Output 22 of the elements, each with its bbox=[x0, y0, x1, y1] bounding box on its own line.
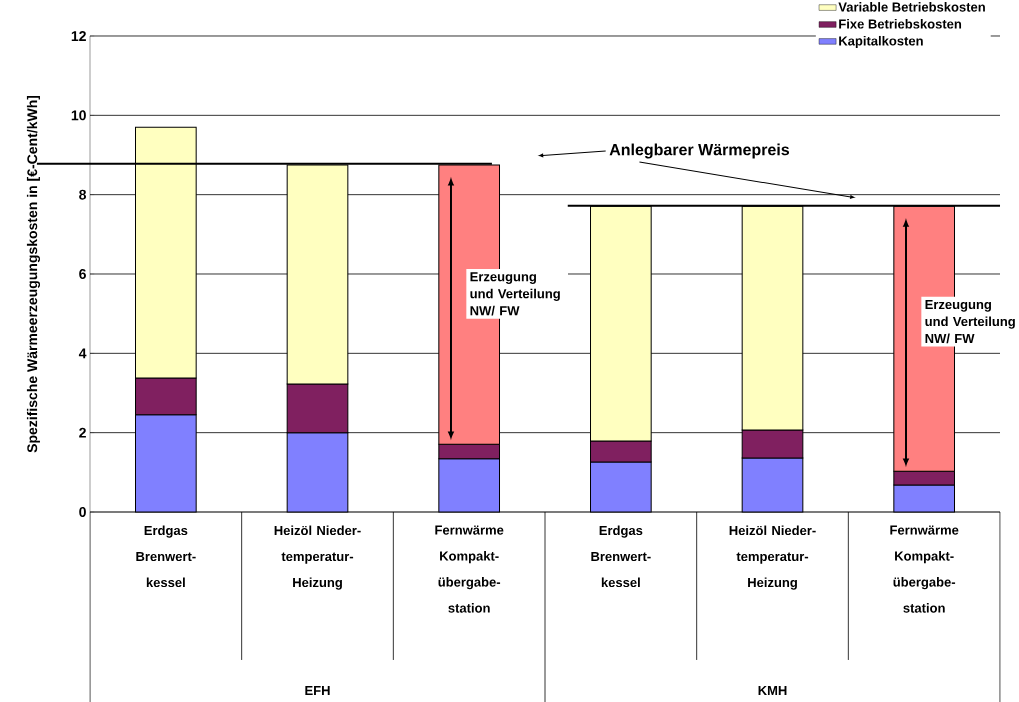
y-tick-label: 0 bbox=[79, 507, 86, 517]
category-label: Erdgas Brenwert-kessel bbox=[591, 525, 651, 588]
y-tick-label: 12 bbox=[71, 31, 86, 41]
annotation: Erzeugung und Verteilung NW/ FW bbox=[925, 300, 1015, 344]
category-label: Heizöl Nieder-temperatur-Heizung bbox=[274, 525, 361, 590]
category-label: Heizöl Nieder-temperatur-Heizung bbox=[729, 525, 816, 590]
y-tick-label: 8 bbox=[79, 189, 87, 200]
legend-label: Kapitalkosten bbox=[839, 35, 923, 49]
y-axis-title: Spezifische Wärmeerzeugungskosten in [€-Cent/kWh] bbox=[26, 95, 41, 453]
y-tick-label: 4 bbox=[78, 348, 87, 359]
y-tick-label: 10 bbox=[71, 110, 86, 121]
y-tick-label: 2 bbox=[79, 427, 86, 438]
legend-label: Fixe Betriebskosten bbox=[839, 19, 962, 29]
annotation: Anlegbarer Wärmepreis bbox=[609, 143, 790, 159]
legend-label: Variable Betriebskosten bbox=[838, 2, 985, 12]
text: KMH bbox=[758, 686, 787, 695]
category-label: Fernwärme Kompakt-übergabe-station bbox=[890, 525, 959, 613]
category-label: Erdgas Brenwert-kessel bbox=[136, 525, 196, 588]
y-tick-label: 6 bbox=[79, 269, 86, 279]
annotation: Erzeugung und Verteilung NW/ FW bbox=[470, 272, 560, 316]
category-label: Fernwärme Kompakt-übergabe-station bbox=[435, 525, 504, 613]
text: EFH bbox=[305, 686, 330, 695]
